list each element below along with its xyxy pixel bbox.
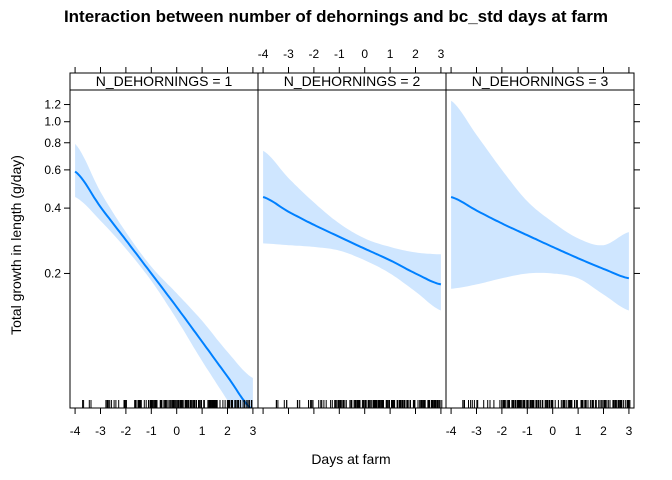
x-tick-label: 2 [412,47,419,61]
x-tick-label: -4 [446,424,457,438]
x-axis-label: Days at farm [311,451,390,467]
confidence-band [75,143,253,408]
y-tick-label: 1.2 [44,98,61,112]
fit-line [74,170,252,408]
x-ticks-top-panel-3 [450,67,630,73]
x-tick-label: 3 [626,424,633,438]
x-axis-bottom-panel-3: -4 -3 -2 -1 0 1 2 3 [446,408,633,438]
strip-box [445,72,635,91]
panel-2: N_DEHORNINGS = 2 [257,72,447,409]
y-axis-label: Total growth in length (g/day) [8,155,24,335]
x-tick-label: -1 [146,424,157,438]
y-tick-label: 0.4 [44,201,61,215]
plot-area: N_DEHORNINGS = 1 N_DEHORNINGS = 2 N_DEHORN… [44,47,640,438]
y-tick-label: 0.6 [44,163,61,177]
x-tick-label: 3 [438,47,445,61]
x-tick-label: 1 [199,424,206,438]
x-tick-label: -1 [334,47,345,61]
rug [275,400,443,408]
x-tick-label: -3 [471,424,482,438]
x-tick-label: -1 [522,424,533,438]
x-tick-label: 0 [173,424,180,438]
strip-label: N_DEHORNINGS = 3 [472,73,609,89]
x-tick-label: -2 [497,424,508,438]
x-tick-label: -2 [121,424,132,438]
x-axis-top-panel-2: -4 -3 -2 -1 0 1 2 3 [258,47,445,73]
x-axis-bottom-panel-1: -4 -3 -2 -1 0 1 2 3 [70,408,257,438]
y-tick-label: 0.8 [44,136,61,150]
strip-label: N_DEHORNINGS = 1 [96,73,233,89]
panel-1: N_DEHORNINGS = 1 [69,72,259,409]
x-tick-label: 2 [224,424,231,438]
panel-3: N_DEHORNINGS = 3 [445,72,635,409]
chart-title: Interaction between number of dehornings… [64,7,608,26]
x-tick-label: 1 [387,47,394,61]
fit-line [450,196,630,280]
x-tick-label: 2 [600,424,607,438]
x-tick-label: 3 [250,424,257,438]
x-tick-label: -4 [70,424,81,438]
x-tick-label: -4 [258,47,269,61]
y-axis: 0.2 0.4 0.6 0.8 1.0 1.2 [44,98,640,280]
y-tick-label: 0.2 [44,266,61,280]
rug [82,400,253,408]
x-tick-label: -2 [309,47,320,61]
x-tick-label: 1 [575,424,582,438]
confidence-band [263,150,441,311]
x-tick-label: -3 [283,47,294,61]
strip-label: N_DEHORNINGS = 2 [284,73,421,89]
rug [462,400,631,408]
y-tick-label: 1.0 [44,115,61,129]
x-tick-label: 0 [361,47,368,61]
fit-line [262,196,442,286]
x-tick-label: -3 [95,424,106,438]
x-ticks-bottom-panel-2 [262,408,442,414]
x-tick-label: 0 [549,424,556,438]
x-ticks-top-panel-1 [74,67,254,73]
confidence-band [451,100,629,311]
